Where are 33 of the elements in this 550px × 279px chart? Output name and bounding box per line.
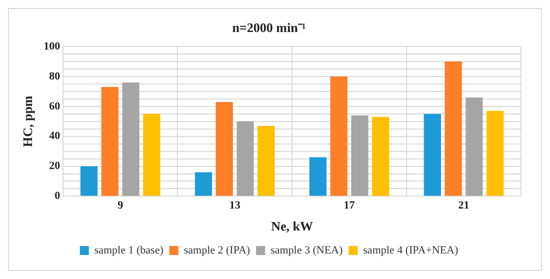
x-axis-title: Ne, kW — [271, 218, 313, 234]
bar — [216, 102, 233, 196]
bar — [194, 172, 212, 196]
x-tick-label: 13 — [229, 200, 241, 212]
bar — [486, 110, 504, 196]
bar — [351, 115, 368, 196]
bar — [80, 166, 98, 196]
y-tick-label: 80 — [49, 70, 61, 82]
legend-label: sample 1 (base) — [94, 244, 164, 256]
bar — [372, 116, 390, 196]
bar — [258, 126, 275, 196]
bar — [466, 97, 483, 196]
y-tick-label: 60 — [49, 100, 61, 112]
legend-label: sample 2 (IPA) — [184, 244, 250, 256]
bar — [122, 82, 140, 196]
x-tick-label: 9 — [118, 200, 124, 212]
bar — [309, 157, 327, 196]
y-tick-label: 20 — [49, 160, 61, 172]
y-tick-label: 100 — [44, 40, 61, 52]
bar — [330, 76, 348, 196]
y-tick-label: 0 — [54, 190, 61, 202]
legend-label: sample 3 (NEA) — [270, 244, 343, 256]
x-tick-label: 21 — [458, 200, 470, 212]
y-tick-label: 40 — [49, 130, 61, 142]
bar — [444, 62, 462, 196]
bar — [101, 86, 118, 196]
x-tick-label: 17 — [344, 200, 356, 212]
chart-title: n=2000 min⁻¹ — [232, 20, 306, 36]
bar — [424, 114, 441, 196]
legend-label: sample 4 (IPA+NEA) — [363, 244, 458, 256]
y-axis-title: HC, ppm — [20, 96, 36, 148]
bar — [143, 114, 160, 196]
bar — [236, 121, 254, 196]
